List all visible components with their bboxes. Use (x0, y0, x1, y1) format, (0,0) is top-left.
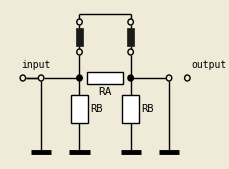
Circle shape (77, 49, 82, 55)
Bar (123, 95, 139, 123)
Bar (87, 72, 123, 84)
Circle shape (38, 75, 44, 81)
Text: RB: RB (90, 104, 103, 114)
Bar (76, 28, 83, 46)
Circle shape (128, 49, 134, 55)
Circle shape (185, 75, 190, 81)
Circle shape (77, 19, 82, 25)
Circle shape (20, 75, 26, 81)
Circle shape (128, 75, 134, 81)
Text: output: output (191, 60, 226, 70)
Circle shape (166, 75, 172, 81)
Text: RA: RA (98, 87, 112, 97)
Bar (71, 95, 88, 123)
Text: RB: RB (142, 104, 154, 114)
Circle shape (128, 19, 134, 25)
Bar (128, 28, 134, 46)
Circle shape (77, 75, 82, 81)
Text: input: input (21, 60, 50, 70)
